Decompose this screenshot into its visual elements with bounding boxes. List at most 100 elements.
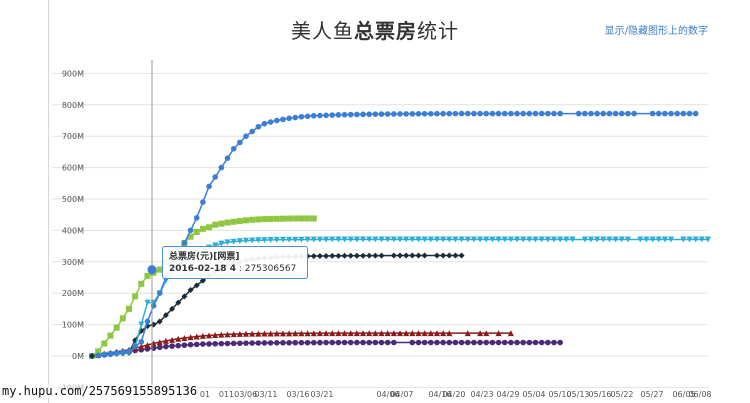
data-point [440,339,446,346]
data-point [545,339,551,346]
data-point [483,330,490,337]
data-point [304,330,311,337]
data-point [120,349,126,356]
data-point [144,272,151,279]
data-point [452,110,459,117]
data-point [631,110,637,117]
data-point [199,277,206,284]
data-point [464,236,471,243]
data-point [298,339,305,346]
data-point [421,330,428,337]
data-point [483,236,490,243]
data-point [249,330,256,337]
data-point [372,236,379,243]
toggle-labels-link[interactable]: 显示/隐藏图形上的数字 [604,26,708,37]
data-point [317,339,323,346]
data-point [594,236,601,243]
data-point [600,110,607,117]
data-point [378,111,385,117]
data-point [335,236,342,243]
x-tick-label: 03/16 [286,390,309,399]
data-point [125,305,132,312]
data-point [292,339,299,346]
highlight-point [147,265,157,275]
data-point [206,183,212,190]
data-point [360,330,367,337]
data-point [200,199,206,205]
data-point [520,339,526,346]
data-point [446,339,453,346]
data-point [489,110,496,117]
data-point [649,236,656,243]
chart-title: 美人鱼总票房统计 [0,15,750,44]
data-point [403,236,410,243]
data-point [655,236,662,243]
x-tick-label: 04/29 [496,390,519,399]
x-tick-label: 05/10 [548,390,571,399]
data-point [680,110,687,117]
tooltip-series: 总票房(元)[网票] [169,252,240,262]
data-point [107,332,114,339]
data-point [292,330,299,337]
x-tick-label: 05/04 [522,390,545,399]
data-point [156,290,163,297]
data-point [169,343,175,349]
data-point [433,236,440,243]
data-point [421,110,428,117]
data-point [532,236,539,243]
data-point [674,110,680,117]
data-point [557,110,563,117]
y-tick-label: 700M [62,132,84,141]
data-point [335,339,342,346]
x-tick-label: 01 [200,390,210,399]
data-point [310,330,317,337]
data-point [187,341,194,348]
data-point [384,236,391,243]
data-point [508,339,514,346]
data-point [341,252,348,259]
data-point [249,237,256,244]
data-point [304,215,311,222]
data-point [403,252,410,259]
data-point [557,236,564,243]
data-point [341,236,348,243]
data-point [538,110,545,117]
data-point [366,111,373,118]
data-point [212,174,218,180]
data-point [668,110,674,117]
data-point [212,340,218,347]
data-point [237,139,243,146]
data-point [310,236,317,243]
data-point [495,330,502,337]
tooltip-body: 2016-02-18 4 : 275306567 [169,264,297,274]
data-point [193,282,200,289]
data-point [218,164,225,171]
data-point [329,252,336,259]
data-point [224,331,231,338]
data-point [372,339,379,346]
data-point [230,331,237,338]
x-tick-label: 06/08 [688,390,711,399]
y-tick-label: 200M [62,289,84,298]
data-point [162,312,169,319]
tooltip-date: 2016-02-18 4 [169,264,236,274]
data-point [378,252,385,259]
origin-point [89,353,95,359]
data-point [138,343,145,350]
data-point [132,293,139,300]
data-point [212,221,219,228]
data-point [310,339,317,346]
data-point [618,110,625,117]
data-point [477,330,484,337]
data-point [286,215,293,222]
data-point [471,110,477,117]
data-point [446,252,453,259]
data-point [187,287,194,294]
tooltip-value: 275306567 [244,264,297,274]
data-point [606,236,613,243]
data-point [501,236,508,243]
data-point [255,340,262,346]
data-point [292,215,299,222]
data-point [323,112,329,119]
data-point [224,340,231,347]
